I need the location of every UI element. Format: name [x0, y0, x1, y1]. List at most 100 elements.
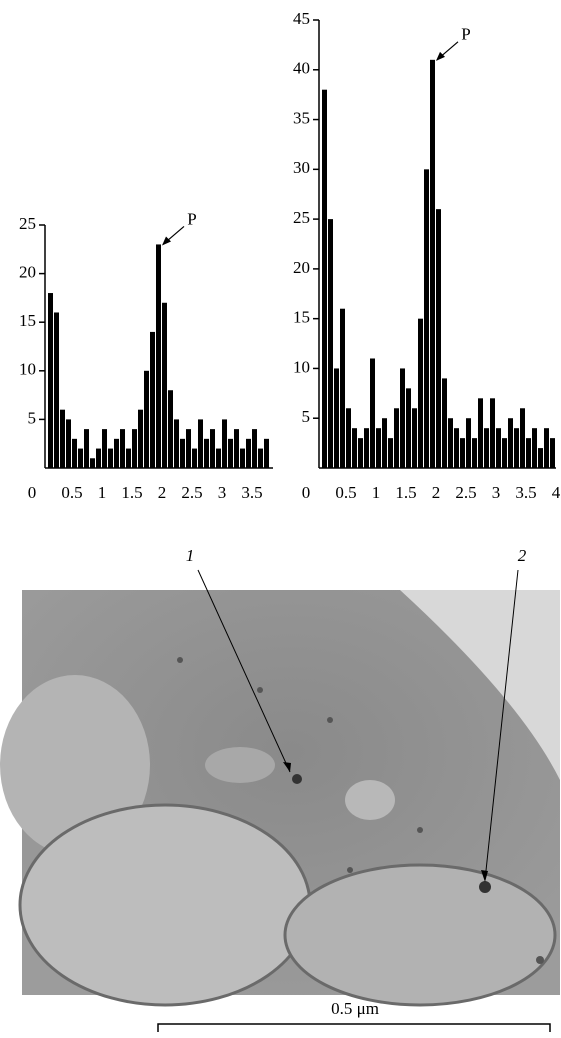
bar [240, 448, 245, 468]
x-tick-label: 3 [218, 483, 227, 502]
bar [460, 438, 465, 468]
x-tick-label: 4 [552, 483, 561, 502]
bar [72, 438, 77, 468]
x-tick-label: 1 [372, 483, 381, 502]
bar [132, 429, 137, 468]
bar [216, 448, 221, 468]
x-tick-label: 3.5 [515, 483, 536, 502]
scale-bar [157, 1023, 551, 1032]
bar [448, 418, 453, 468]
y-tick-label: 30 [293, 158, 310, 177]
x-tick-label: 0.5 [61, 483, 82, 502]
bar [102, 429, 107, 468]
bar [364, 428, 369, 468]
bar [186, 429, 191, 468]
bar [484, 428, 489, 468]
y-tick-label: 15 [19, 311, 36, 330]
bar [334, 368, 339, 468]
annotation-arrowhead [162, 236, 171, 246]
x-tick-label: 1.5 [395, 483, 416, 502]
y-tick-label: 35 [293, 108, 310, 127]
bar [180, 438, 185, 468]
bar [120, 429, 125, 468]
bar [90, 458, 95, 468]
bar [358, 438, 363, 468]
bar [174, 419, 179, 468]
bar [478, 398, 483, 468]
scale-bar-label: 0.5 μm [331, 999, 379, 1018]
annotation-arrowhead [436, 51, 445, 61]
bar [204, 438, 209, 468]
bar [138, 409, 143, 468]
x-tick-label: 1 [98, 483, 107, 502]
bar [108, 448, 113, 468]
bar [54, 312, 59, 468]
bar [526, 438, 531, 468]
bar [382, 418, 387, 468]
bar [48, 293, 53, 468]
bar [252, 429, 257, 468]
bar [400, 368, 405, 468]
x-tick-label: 0.5 [335, 483, 356, 502]
bar [96, 448, 101, 468]
bar [126, 448, 131, 468]
bar [502, 438, 507, 468]
y-tick-label: 10 [293, 357, 310, 376]
label-1: 1 [186, 546, 195, 565]
bar [430, 59, 435, 468]
arrow-2 [484, 569, 519, 881]
x-tick-label: 2.5 [455, 483, 476, 502]
micrograph [0, 590, 560, 1007]
bar [162, 302, 167, 468]
arrow-1 [197, 569, 291, 773]
arrowhead-2 [481, 870, 488, 882]
bar [150, 331, 155, 468]
bar [370, 358, 375, 468]
y-tick-label: 45 [293, 9, 310, 28]
arrowhead-1 [283, 762, 291, 772]
x-tick-label: 2 [158, 483, 167, 502]
bar [84, 429, 89, 468]
bar [418, 318, 423, 468]
bar [436, 209, 441, 468]
bar [442, 378, 447, 468]
y-tick-label: 10 [19, 360, 36, 379]
label-2: 2 [518, 546, 527, 565]
x-tick-label: 0 [28, 483, 37, 502]
bar [472, 438, 477, 468]
bar [328, 219, 333, 468]
bar [394, 408, 399, 468]
annotation: P [461, 25, 470, 44]
y-tick-label: 25 [293, 208, 310, 227]
bar [490, 398, 495, 468]
bar [210, 429, 215, 468]
bar [66, 419, 71, 468]
bar [466, 418, 471, 468]
bar [550, 438, 555, 468]
bar [532, 428, 537, 468]
bar [406, 388, 411, 468]
annotation: P [187, 209, 196, 228]
y-tick-label: 20 [293, 258, 310, 277]
y-tick-label: 5 [28, 408, 37, 427]
bar [496, 428, 501, 468]
bar [198, 419, 203, 468]
bar [144, 370, 149, 468]
bar [346, 408, 351, 468]
bar [376, 428, 381, 468]
y-tick-label: 25 [19, 214, 36, 233]
y-tick-label: 20 [19, 263, 36, 282]
bar [222, 419, 227, 468]
bar [538, 448, 543, 468]
bar [168, 390, 173, 468]
bar [114, 438, 119, 468]
bar [424, 169, 429, 469]
bar [228, 438, 233, 468]
bar [454, 428, 459, 468]
x-tick-label: 2 [432, 483, 441, 502]
bar [352, 428, 357, 468]
bar [388, 438, 393, 468]
bar [322, 89, 327, 468]
bar [544, 428, 549, 468]
